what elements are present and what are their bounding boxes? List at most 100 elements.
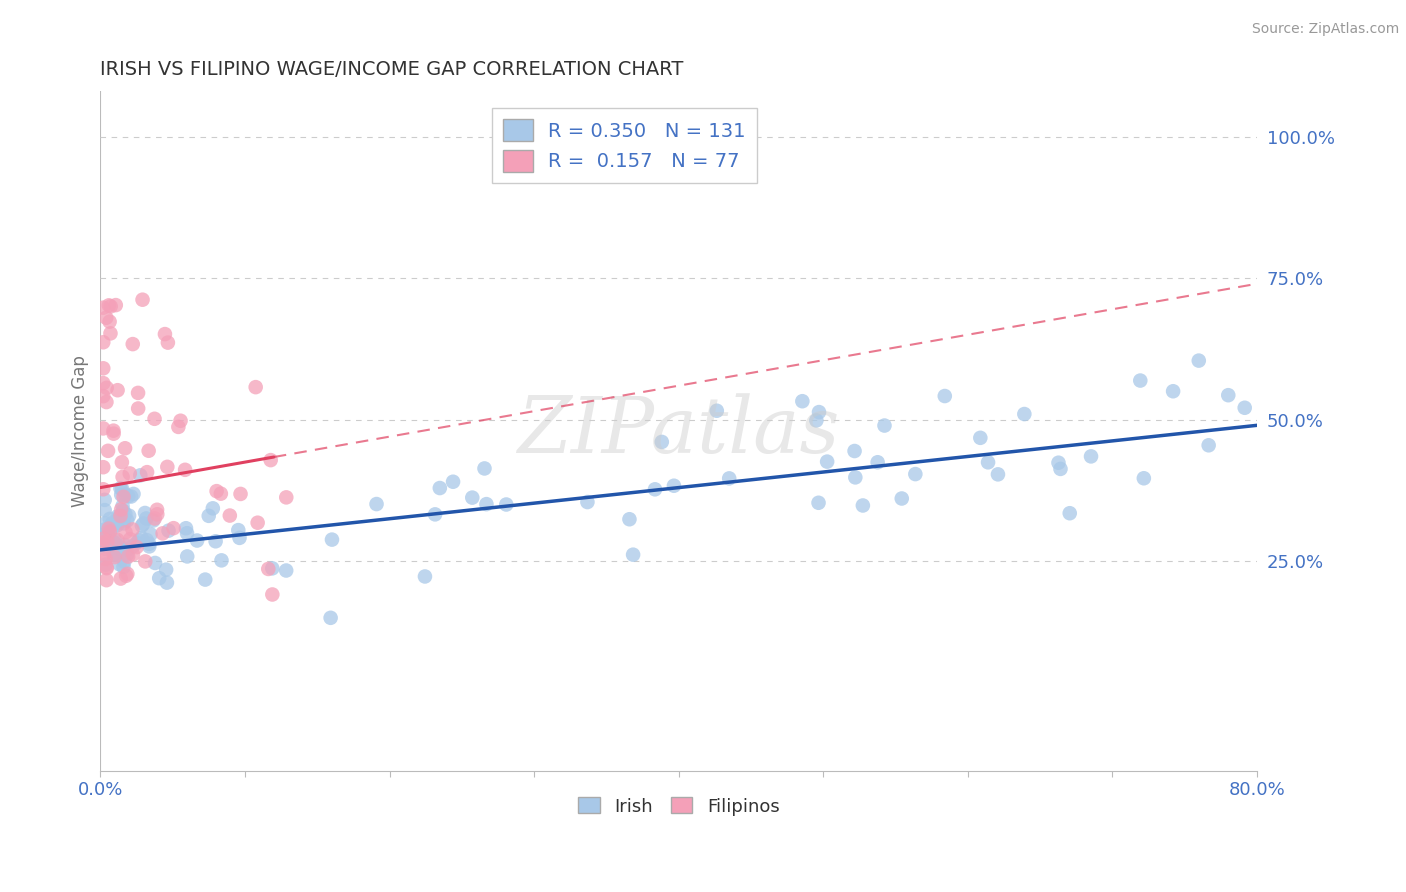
- Text: Source: ZipAtlas.com: Source: ZipAtlas.com: [1251, 22, 1399, 37]
- Point: [651, 434, 673, 449]
- Point: [91, 532, 114, 546]
- Point: [174, 521, 197, 535]
- Point: [1014, 407, 1036, 421]
- Point: [110, 488, 132, 502]
- Point: [156, 335, 179, 350]
- Point: [134, 554, 156, 568]
- Point: [93, 492, 115, 507]
- Point: [114, 507, 136, 521]
- Point: [91, 301, 114, 315]
- Point: [108, 558, 131, 572]
- Point: [98, 315, 121, 329]
- Point: [93, 503, 115, 517]
- Point: [475, 497, 498, 511]
- Point: [844, 444, 866, 458]
- Point: [91, 483, 114, 497]
- Point: [120, 532, 142, 546]
- Point: [104, 539, 127, 553]
- Point: [94, 516, 117, 531]
- Point: [706, 403, 728, 417]
- Point: [96, 525, 118, 540]
- Point: [807, 496, 830, 510]
- Point: [156, 575, 179, 590]
- Point: [131, 518, 153, 533]
- Point: [114, 442, 136, 456]
- Point: [245, 380, 267, 394]
- Point: [111, 513, 134, 527]
- Point: [118, 467, 141, 481]
- Point: [115, 569, 138, 583]
- Point: [138, 537, 160, 551]
- Point: [866, 455, 889, 469]
- Point: [619, 512, 641, 526]
- Point: [100, 326, 122, 341]
- Point: [91, 376, 114, 391]
- Point: [969, 431, 991, 445]
- Point: [1218, 388, 1240, 402]
- Point: [96, 381, 118, 395]
- Point: [934, 389, 956, 403]
- Point: [98, 524, 121, 539]
- Point: [98, 512, 121, 526]
- Point: [1133, 471, 1156, 485]
- Point: [115, 543, 138, 558]
- Point: [112, 516, 135, 531]
- Point: [1233, 401, 1256, 415]
- Point: [112, 560, 135, 574]
- Point: [152, 526, 174, 541]
- Point: [366, 497, 388, 511]
- Point: [194, 573, 217, 587]
- Point: [97, 534, 120, 549]
- Point: [136, 465, 159, 479]
- Point: [143, 412, 166, 426]
- Point: [98, 531, 121, 545]
- Point: [169, 414, 191, 428]
- Point: [114, 538, 136, 552]
- Point: [644, 483, 666, 497]
- Point: [105, 548, 128, 562]
- Y-axis label: Wage/Income Gap: Wage/Income Gap: [72, 355, 89, 507]
- Point: [93, 541, 115, 556]
- Point: [111, 470, 134, 484]
- Point: [162, 521, 184, 535]
- Point: [111, 455, 134, 469]
- Point: [1129, 374, 1152, 388]
- Point: [176, 549, 198, 564]
- Point: [91, 335, 114, 350]
- Point: [157, 524, 180, 538]
- Point: [112, 504, 135, 518]
- Point: [94, 528, 117, 542]
- Point: [127, 401, 149, 416]
- Point: [97, 443, 120, 458]
- Point: [143, 556, 166, 570]
- Point: [103, 547, 125, 561]
- Point: [131, 293, 153, 307]
- Point: [262, 587, 284, 601]
- Point: [148, 571, 170, 585]
- Point: [96, 561, 118, 575]
- Point: [111, 499, 134, 513]
- Point: [91, 421, 114, 435]
- Point: [1198, 438, 1220, 452]
- Point: [114, 487, 136, 501]
- Point: [117, 566, 139, 581]
- Point: [98, 520, 121, 534]
- Text: ZIPatlas: ZIPatlas: [517, 392, 839, 469]
- Point: [204, 534, 226, 549]
- Point: [117, 489, 139, 503]
- Point: [246, 516, 269, 530]
- Point: [96, 310, 118, 325]
- Point: [114, 525, 136, 540]
- Point: [112, 490, 135, 504]
- Point: [186, 533, 208, 548]
- Point: [423, 508, 446, 522]
- Point: [107, 509, 129, 524]
- Point: [131, 531, 153, 545]
- Point: [257, 562, 280, 576]
- Point: [121, 539, 143, 553]
- Point: [125, 540, 148, 554]
- Point: [138, 540, 160, 554]
- Point: [495, 498, 517, 512]
- Point: [93, 547, 115, 561]
- Point: [107, 383, 129, 397]
